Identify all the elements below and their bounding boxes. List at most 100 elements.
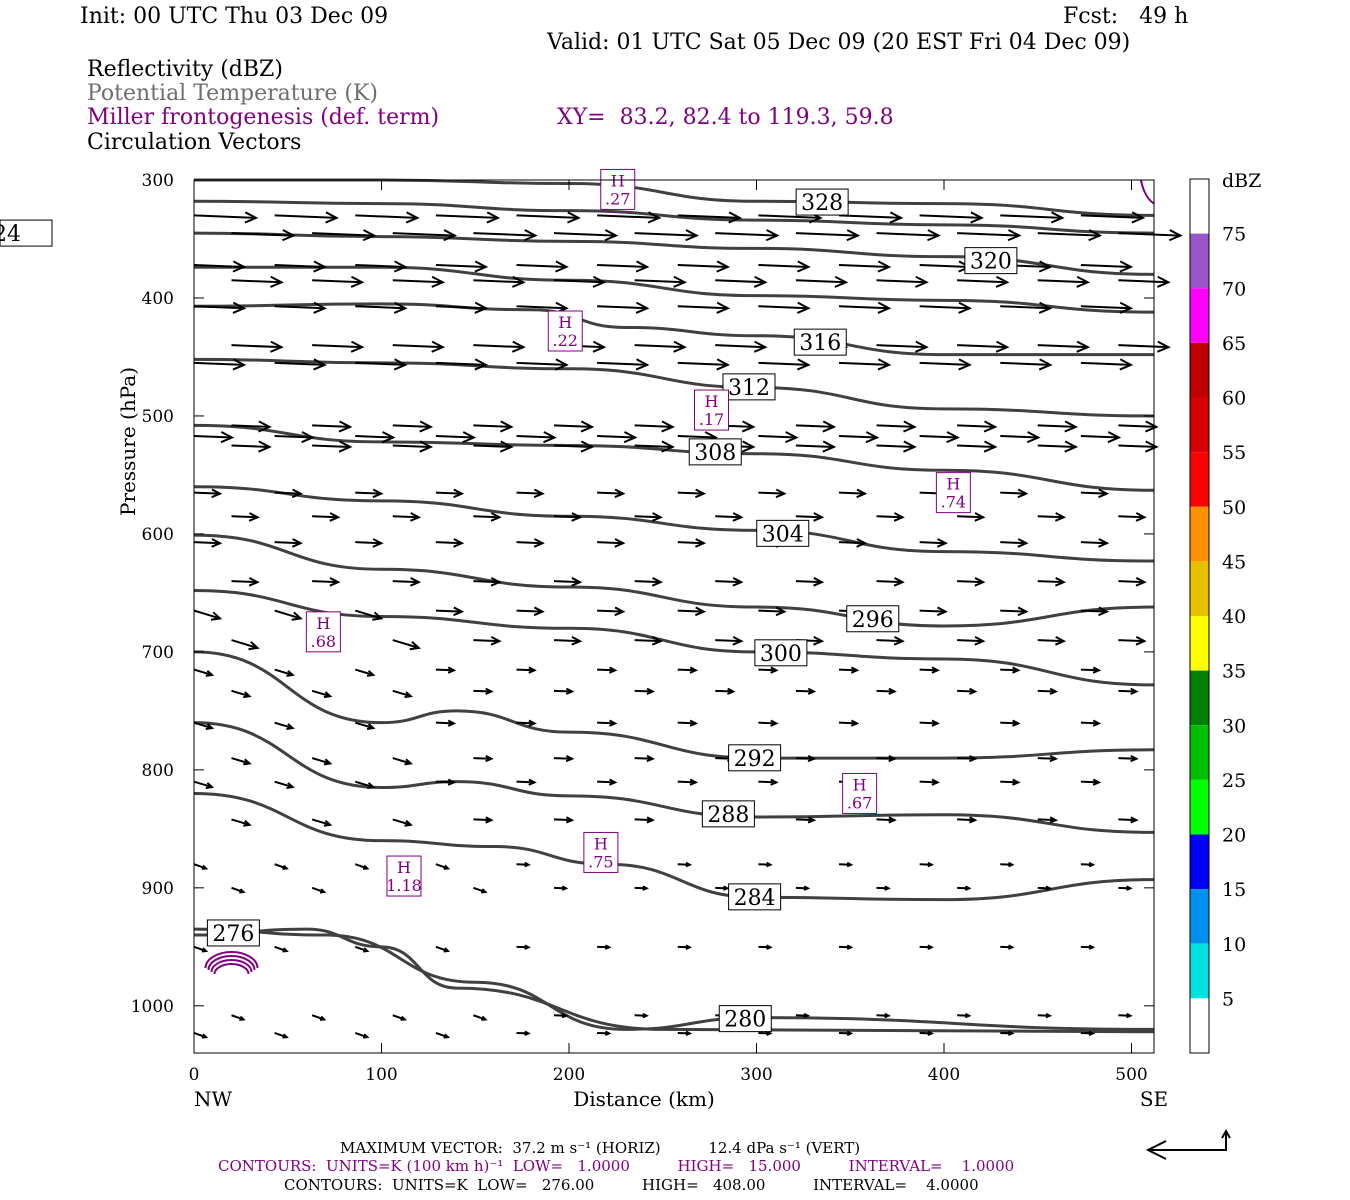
vector-head bbox=[571, 512, 583, 522]
vector-head bbox=[685, 1030, 693, 1036]
frontogenesis-max-5: H.67 bbox=[842, 772, 878, 814]
y-tick-label: 700 bbox=[142, 643, 174, 663]
vector-shaft bbox=[1000, 305, 1051, 310]
vector-head bbox=[533, 488, 545, 499]
frontogenesis-max-6: H.75 bbox=[583, 831, 619, 873]
vector-head bbox=[443, 229, 458, 242]
vector-head bbox=[443, 864, 451, 870]
theta-label-text: 308 bbox=[694, 441, 736, 466]
vector-head bbox=[968, 687, 978, 695]
circulation-vector bbox=[516, 666, 537, 674]
y-axis-title: Pressure (hPa) bbox=[116, 367, 140, 516]
circulation-vector bbox=[553, 275, 607, 288]
vector-shaft bbox=[435, 780, 454, 784]
vector-head bbox=[282, 864, 289, 870]
vector-head bbox=[728, 211, 743, 224]
circulation-vector bbox=[516, 606, 545, 617]
vector-head bbox=[490, 577, 502, 587]
circulation-vector bbox=[1037, 1012, 1053, 1019]
circulation-vector bbox=[1037, 577, 1067, 587]
y-tick-label: 800 bbox=[142, 761, 174, 781]
vector-head bbox=[301, 431, 315, 444]
circulation-vector bbox=[838, 301, 892, 314]
vector-head bbox=[635, 358, 650, 371]
vector-head bbox=[865, 431, 880, 444]
vector-shaft bbox=[795, 818, 814, 822]
vector-shaft bbox=[919, 435, 958, 439]
circulation-vector bbox=[354, 668, 376, 677]
circulation-vector bbox=[1118, 420, 1159, 433]
theta-contour-276 bbox=[193, 927, 1155, 1034]
theta-label-box bbox=[206, 919, 260, 947]
circulation-vector bbox=[634, 636, 663, 646]
vector-head bbox=[614, 488, 626, 499]
circulation-vector bbox=[355, 301, 408, 314]
circulation-vector bbox=[274, 301, 327, 314]
vector-head bbox=[338, 440, 353, 453]
vector-head bbox=[205, 782, 215, 789]
circulation-vector bbox=[435, 260, 489, 273]
circulation-vector bbox=[473, 687, 494, 695]
vector-head bbox=[1156, 275, 1171, 288]
vector-head bbox=[1130, 816, 1139, 824]
theta-contour-284 bbox=[193, 791, 1155, 902]
vector-head bbox=[499, 420, 514, 433]
circulation-vector bbox=[231, 818, 252, 827]
circulation-vector bbox=[516, 358, 569, 371]
circulation-vector bbox=[919, 538, 948, 548]
theta-label-text: 284 bbox=[734, 886, 776, 911]
vector-shaft bbox=[634, 424, 673, 428]
vector-shaft bbox=[1080, 361, 1131, 366]
colorbar-tick-label: 25 bbox=[1222, 770, 1246, 792]
vector-head bbox=[796, 358, 811, 371]
vector-shaft bbox=[919, 541, 946, 545]
vector-head bbox=[205, 670, 215, 677]
vector-shaft bbox=[231, 232, 294, 237]
vector-shaft bbox=[1118, 639, 1145, 643]
circulation-vector bbox=[435, 538, 465, 548]
vector-head bbox=[485, 754, 494, 763]
circulation-vector bbox=[193, 1032, 209, 1039]
y-tick-label: 600 bbox=[142, 525, 174, 545]
circulation-vector bbox=[876, 885, 891, 891]
vector-shaft bbox=[435, 361, 486, 366]
vector-shaft bbox=[1037, 757, 1056, 760]
vector-head bbox=[732, 512, 744, 522]
vector-shaft bbox=[715, 515, 742, 519]
vector-shaft bbox=[677, 609, 704, 613]
vector-head bbox=[642, 885, 649, 891]
vector-head bbox=[608, 666, 618, 674]
vector-shaft bbox=[876, 515, 903, 519]
frontogenesis-max-0: H.27 bbox=[600, 168, 636, 210]
nw-end-label: NW bbox=[194, 1087, 233, 1111]
vector-shaft bbox=[1037, 515, 1064, 519]
vector-head bbox=[604, 944, 612, 950]
vector-head bbox=[286, 670, 295, 677]
colorbar-bin bbox=[1190, 397, 1209, 453]
circulation-vector bbox=[1000, 301, 1053, 314]
vector-shaft bbox=[435, 263, 486, 268]
vector-head bbox=[592, 340, 607, 353]
theta-label-280: 280 bbox=[718, 1005, 772, 1033]
vector-shaft bbox=[1000, 668, 1019, 672]
circulation-vector bbox=[957, 687, 978, 695]
circulation-vector bbox=[193, 609, 223, 621]
circulation-vector bbox=[957, 420, 998, 433]
vector-shaft bbox=[597, 305, 648, 310]
colorbar-bin bbox=[1190, 179, 1209, 234]
circulation-vector bbox=[516, 1030, 531, 1036]
theta-contour-316 bbox=[193, 302, 1154, 357]
circulation-vector bbox=[1080, 260, 1134, 273]
vector-head bbox=[770, 778, 779, 786]
circulation-vector bbox=[795, 885, 811, 891]
vector-head bbox=[409, 512, 422, 522]
circulation-vector bbox=[957, 275, 1010, 288]
vector-shaft bbox=[516, 263, 567, 268]
vector-head bbox=[580, 440, 595, 453]
circulation-vector bbox=[957, 1012, 972, 1019]
circulation-vector bbox=[1000, 1030, 1015, 1036]
vector-shaft bbox=[1037, 818, 1056, 822]
circulation-vector bbox=[838, 358, 892, 371]
vector-shaft bbox=[231, 689, 250, 698]
circulation-vector bbox=[473, 440, 514, 453]
